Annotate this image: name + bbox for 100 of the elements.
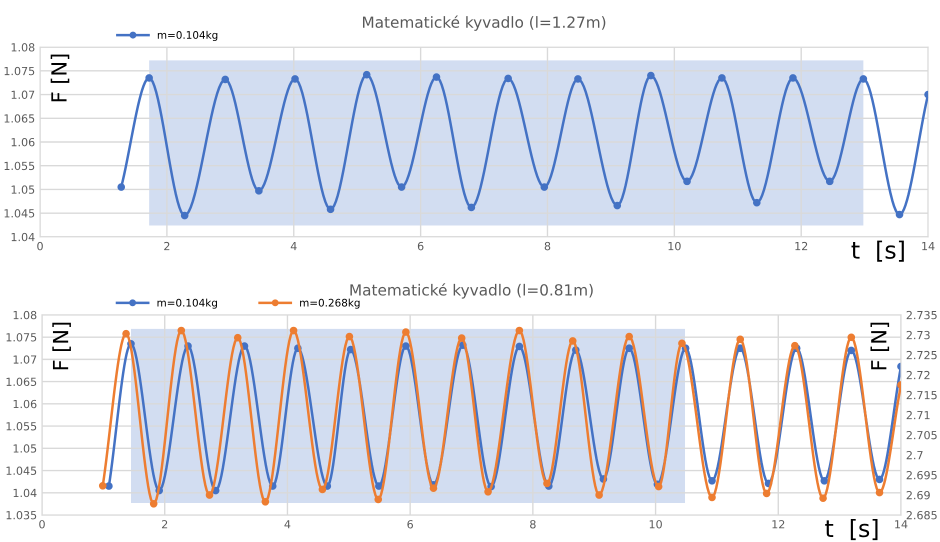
- y2-tick-label: 2.71: [906, 410, 930, 420]
- y2-axis-title: F [N]: [870, 322, 890, 370]
- legend-label: m=0.104kg: [158, 30, 218, 41]
- point: [736, 335, 744, 344]
- y2-tick-label: 2.69: [906, 490, 930, 500]
- legend-label: m=0.104kg: [158, 298, 217, 309]
- point: [255, 187, 263, 195]
- point: [177, 326, 186, 334]
- y-tick-label: 1.06: [14, 400, 36, 408]
- point: [876, 476, 884, 484]
- y2-tick-label: 2.685: [906, 510, 937, 520]
- point: [318, 486, 326, 494]
- y-tick-label: 1.035: [6, 510, 36, 520]
- point: [752, 198, 761, 207]
- point: [262, 498, 270, 506]
- point: [180, 212, 188, 220]
- y-tick-label: 1.04: [14, 488, 37, 498]
- point: [504, 74, 512, 82]
- x-tick-label: 14: [895, 520, 908, 528]
- y-tick-label: 1.045: [4, 209, 34, 218]
- y-tick-label: 1.07: [12, 90, 34, 99]
- point: [150, 500, 158, 508]
- point: [234, 334, 242, 342]
- point: [402, 328, 410, 336]
- x-tick-label: 8: [544, 242, 550, 250]
- y-tick-label: 1.07: [14, 355, 36, 364]
- x-tick-label: 12: [772, 520, 784, 528]
- point: [346, 332, 354, 340]
- y2-tick-label: 2.7: [906, 450, 923, 460]
- point: [362, 70, 371, 78]
- x-tick-label: 2: [162, 520, 168, 528]
- y-tick-label: 1.065: [4, 114, 34, 123]
- point: [468, 204, 476, 212]
- y2-tick-label: 2.725: [906, 350, 937, 360]
- point: [826, 178, 834, 186]
- point: [820, 476, 828, 485]
- point: [762, 490, 770, 498]
- y-tick-label: 1.055: [6, 422, 36, 430]
- x-tick-label: 0: [37, 242, 43, 250]
- point: [625, 332, 634, 340]
- point: [458, 334, 466, 342]
- y-tick-label: 1.05: [12, 185, 34, 194]
- y2-tick-label: 2.715: [906, 390, 937, 400]
- point: [221, 76, 230, 84]
- y-tick-label: 1.05: [14, 444, 36, 453]
- point: [105, 482, 113, 490]
- y-tick-label: 1.055: [4, 162, 34, 170]
- legend-label: m=0.268kg: [300, 298, 360, 309]
- point: [847, 333, 856, 342]
- x-tick-label: 0: [39, 520, 45, 528]
- chart-title: Matematické kyvadlo (l=0.81m): [350, 283, 593, 299]
- y-tick-label: 1.04: [12, 232, 35, 242]
- point: [791, 342, 799, 350]
- point: [718, 74, 726, 82]
- point: [206, 491, 214, 499]
- y2-tick-label: 2.735: [906, 310, 937, 320]
- point: [430, 484, 438, 492]
- point: [789, 74, 797, 82]
- point: [98, 482, 107, 490]
- x-tick-label: 10: [668, 242, 681, 250]
- x-tick-label: 14: [922, 242, 935, 250]
- point: [375, 482, 383, 490]
- point: [574, 75, 582, 83]
- x-axis-title: t [s]: [852, 240, 904, 262]
- point: [595, 491, 603, 499]
- x-tick-label: 6: [418, 242, 424, 250]
- point: [484, 488, 492, 496]
- point: [819, 494, 827, 502]
- point: [402, 342, 410, 350]
- y-tick-label: 1.08: [14, 310, 36, 320]
- y2-tick-label: 2.73: [906, 330, 930, 340]
- point: [540, 183, 548, 191]
- y-tick-label: 1.06: [12, 138, 34, 146]
- point: [145, 74, 153, 82]
- y-axis-title: F [N]: [52, 322, 71, 370]
- point: [708, 476, 716, 485]
- point: [122, 330, 130, 338]
- point: [568, 337, 577, 345]
- point: [516, 326, 524, 334]
- chart-title: Matematické kyvadlo (l=1.27m): [362, 15, 606, 31]
- point: [625, 344, 634, 352]
- point: [326, 206, 334, 214]
- point: [374, 496, 382, 504]
- point: [117, 183, 126, 191]
- y-tick-label: 1.08: [12, 43, 34, 52]
- point: [290, 326, 298, 334]
- point: [613, 202, 622, 210]
- x-axis-title: t [s]: [825, 519, 878, 540]
- x-tick-label: 2: [164, 242, 170, 250]
- x-tick-label: 4: [284, 520, 290, 528]
- y-tick-label: 1.065: [6, 378, 36, 386]
- point: [896, 210, 904, 218]
- y2-tick-label: 2.695: [906, 470, 937, 480]
- point: [647, 72, 655, 80]
- y2-tick-label: 2.705: [906, 430, 937, 440]
- y-axis-title: F [N]: [50, 54, 70, 102]
- x-tick-label: 10: [650, 520, 662, 528]
- point: [432, 73, 440, 81]
- point: [683, 178, 691, 186]
- y2-tick-label: 2.72: [906, 370, 930, 380]
